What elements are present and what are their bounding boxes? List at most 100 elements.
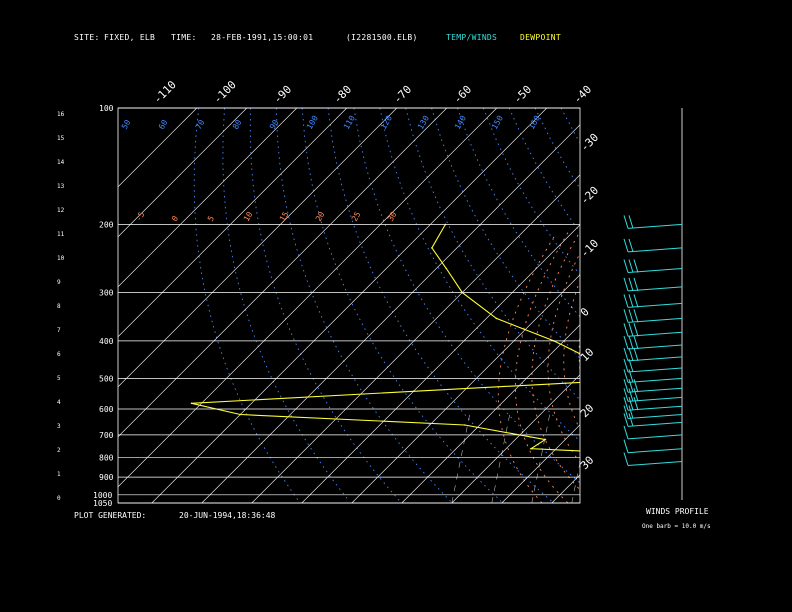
winds-profile-title: WINDS PROFILE	[646, 507, 709, 516]
dry-adiabat	[222, 108, 350, 502]
plot-generated-label: PLOT GENERATED:	[74, 511, 147, 520]
wind-barb-flag	[623, 369, 629, 383]
dry-adiabat	[193, 108, 300, 502]
wind-barb-shaft	[627, 344, 683, 350]
mixing-ratio-line	[612, 409, 631, 503]
moist-adiabat-label: 20	[314, 210, 327, 223]
temperature-line	[642, 224, 727, 457]
moist-adiabat	[719, 233, 792, 503]
dry-adiabat-label: 60	[157, 118, 170, 131]
dry-adiabat	[613, 108, 792, 501]
wind-barb-flag	[623, 309, 629, 323]
moist-adiabat-label: 25	[350, 210, 363, 223]
height-tick-7: 7	[57, 327, 61, 334]
dry-adiabat-label: 80	[231, 118, 244, 131]
wind-barb-flag	[633, 294, 639, 308]
pressure-label-700: 700	[99, 431, 114, 440]
height-tick-13: 13	[57, 183, 65, 190]
dry-adiabat	[275, 108, 451, 502]
wind-barb-shaft	[627, 331, 683, 337]
isotherm	[118, 108, 248, 238]
moist-adiabat	[623, 233, 749, 503]
wind-barb-flag	[633, 259, 639, 273]
wind-barb-flag	[623, 277, 629, 292]
dry-adiabat-label: 50	[120, 118, 133, 131]
wind-barb-shaft	[627, 247, 683, 253]
dewpoint-line-point	[544, 438, 546, 441]
dry-adiabat	[327, 108, 553, 502]
isotherm	[251, 174, 580, 503]
time-value: 28-FEB-1991,15:00:01	[211, 33, 314, 42]
isotherm	[602, 108, 792, 503]
wind-barb-shaft	[627, 461, 683, 466]
dry-adiabat	[742, 108, 792, 501]
moist-adiabat-label: -5	[134, 210, 147, 223]
pressure-label-400: 400	[99, 337, 114, 346]
moist-adiabat-label: 30	[386, 210, 399, 223]
isotherm-label-right: 20	[578, 402, 597, 421]
moist-adiabat-label: 0	[170, 214, 180, 223]
dewpoint-line-point	[722, 457, 724, 459]
isotherm-label-right: 30	[578, 454, 597, 473]
wind-barb-flag	[628, 405, 634, 419]
pressure-label-800: 800	[99, 453, 114, 462]
temperature-line-point	[695, 394, 697, 396]
temperature-line-point	[723, 446, 725, 448]
moist-adiabat	[692, 233, 792, 503]
pressure-label-100: 100	[99, 104, 114, 113]
dewpoint-line-point	[593, 360, 595, 362]
isotherm-label-top: -110	[151, 78, 179, 106]
isotherm-label-top: -80	[331, 83, 354, 106]
wind-barb-flag	[628, 309, 634, 323]
height-tick-9: 9	[57, 279, 61, 286]
dry-adiabat	[301, 108, 502, 502]
wind-barb-flag	[633, 347, 639, 362]
dry-adiabat-label: 150	[490, 114, 505, 131]
wind-barb-flag	[628, 358, 634, 373]
site-value: FIXED, ELB	[104, 33, 156, 42]
wind-barb-flag	[633, 397, 639, 411]
pressure-label-600: 600	[99, 405, 114, 414]
dry-adiabat	[690, 108, 792, 501]
dewpoint-line-point	[445, 267, 448, 270]
isotherm-label-top: -60	[451, 83, 474, 106]
temperature-line-point	[663, 340, 665, 342]
site-label: SITE:	[74, 33, 100, 42]
wind-barb-shaft	[627, 414, 683, 419]
dry-adiabat-label: 100	[305, 114, 320, 131]
dry-adiabat-label: 130	[416, 114, 431, 131]
isotherm	[118, 108, 298, 288]
wind-barb-shaft	[627, 286, 683, 292]
wind-barb-shaft	[627, 223, 683, 229]
dewpoint-line-point	[464, 424, 466, 426]
isotherm-label-right: -30	[578, 131, 601, 154]
dry-adiabat-label: 110	[342, 114, 357, 131]
wind-barb-shaft	[627, 448, 683, 454]
wind-barb-flag	[623, 452, 629, 466]
wind-barb-flag	[628, 323, 634, 337]
pressure-label-1000: 1000	[93, 491, 112, 500]
isotherm	[702, 108, 792, 503]
wind-barb-flag	[628, 413, 634, 427]
moist-adiabat-label: 10	[242, 210, 255, 223]
moist-adiabat	[679, 233, 792, 503]
pressure-label-500: 500	[99, 374, 114, 383]
height-tick-4: 4	[57, 399, 61, 406]
temperature-line-point	[673, 360, 675, 362]
wind-barb-flag	[623, 388, 629, 402]
isotherm	[752, 108, 792, 503]
wind-barb-shaft	[627, 434, 683, 440]
height-tick-2: 2	[57, 447, 61, 454]
height-tick-16: 16	[57, 111, 65, 118]
wind-barb-flag	[628, 238, 634, 253]
wind-barb-flag	[628, 294, 634, 308]
moist-adiabat	[563, 279, 580, 431]
wind-barb-flag	[623, 335, 629, 350]
isotherm	[151, 108, 548, 503]
wind-barb-shaft	[627, 387, 683, 393]
isotherm	[401, 324, 580, 503]
plot-frame	[117, 107, 581, 504]
dry-adiabat	[482, 108, 580, 276]
temperature-line-point	[705, 408, 707, 410]
